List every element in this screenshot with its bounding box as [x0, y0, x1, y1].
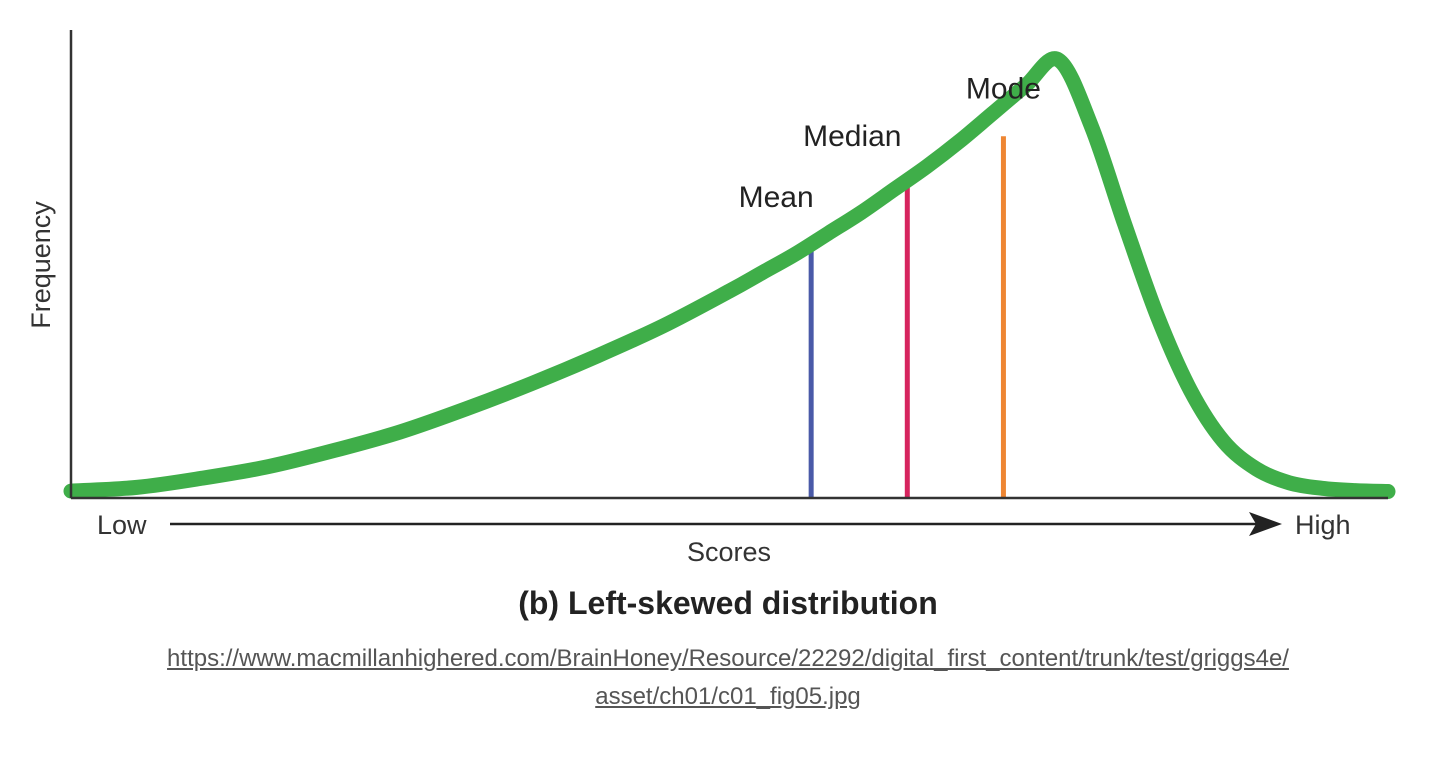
- image-source-caption: https://www.macmillanhighered.com/BrainH…: [0, 640, 1456, 716]
- x-tick-label-high: High: [1295, 510, 1351, 540]
- x-axis-label: Scores: [687, 537, 771, 567]
- scores-arrow-head: [1249, 512, 1282, 536]
- x-tick-label-low: Low: [97, 510, 147, 540]
- distribution-chart: Mean Median Mode Frequency Low High Scores…: [26, 30, 1396, 621]
- source-link-line-1[interactable]: https://www.macmillanhighered.com/BrainH…: [167, 645, 1289, 672]
- y-axis-label: Frequency: [26, 201, 56, 329]
- marker-label-median: Median: [803, 120, 901, 153]
- marker-label-mean: Mean: [739, 181, 814, 214]
- marker-label-mode: Mode: [966, 72, 1041, 105]
- distribution-curve: [63, 51, 1396, 500]
- source-link-line-2[interactable]: asset/ch01/c01_fig05.jpg: [595, 683, 861, 710]
- chart-marks: Mean Median Mode: [63, 51, 1396, 500]
- chart-title: (b) Left-skewed distribution: [518, 585, 938, 621]
